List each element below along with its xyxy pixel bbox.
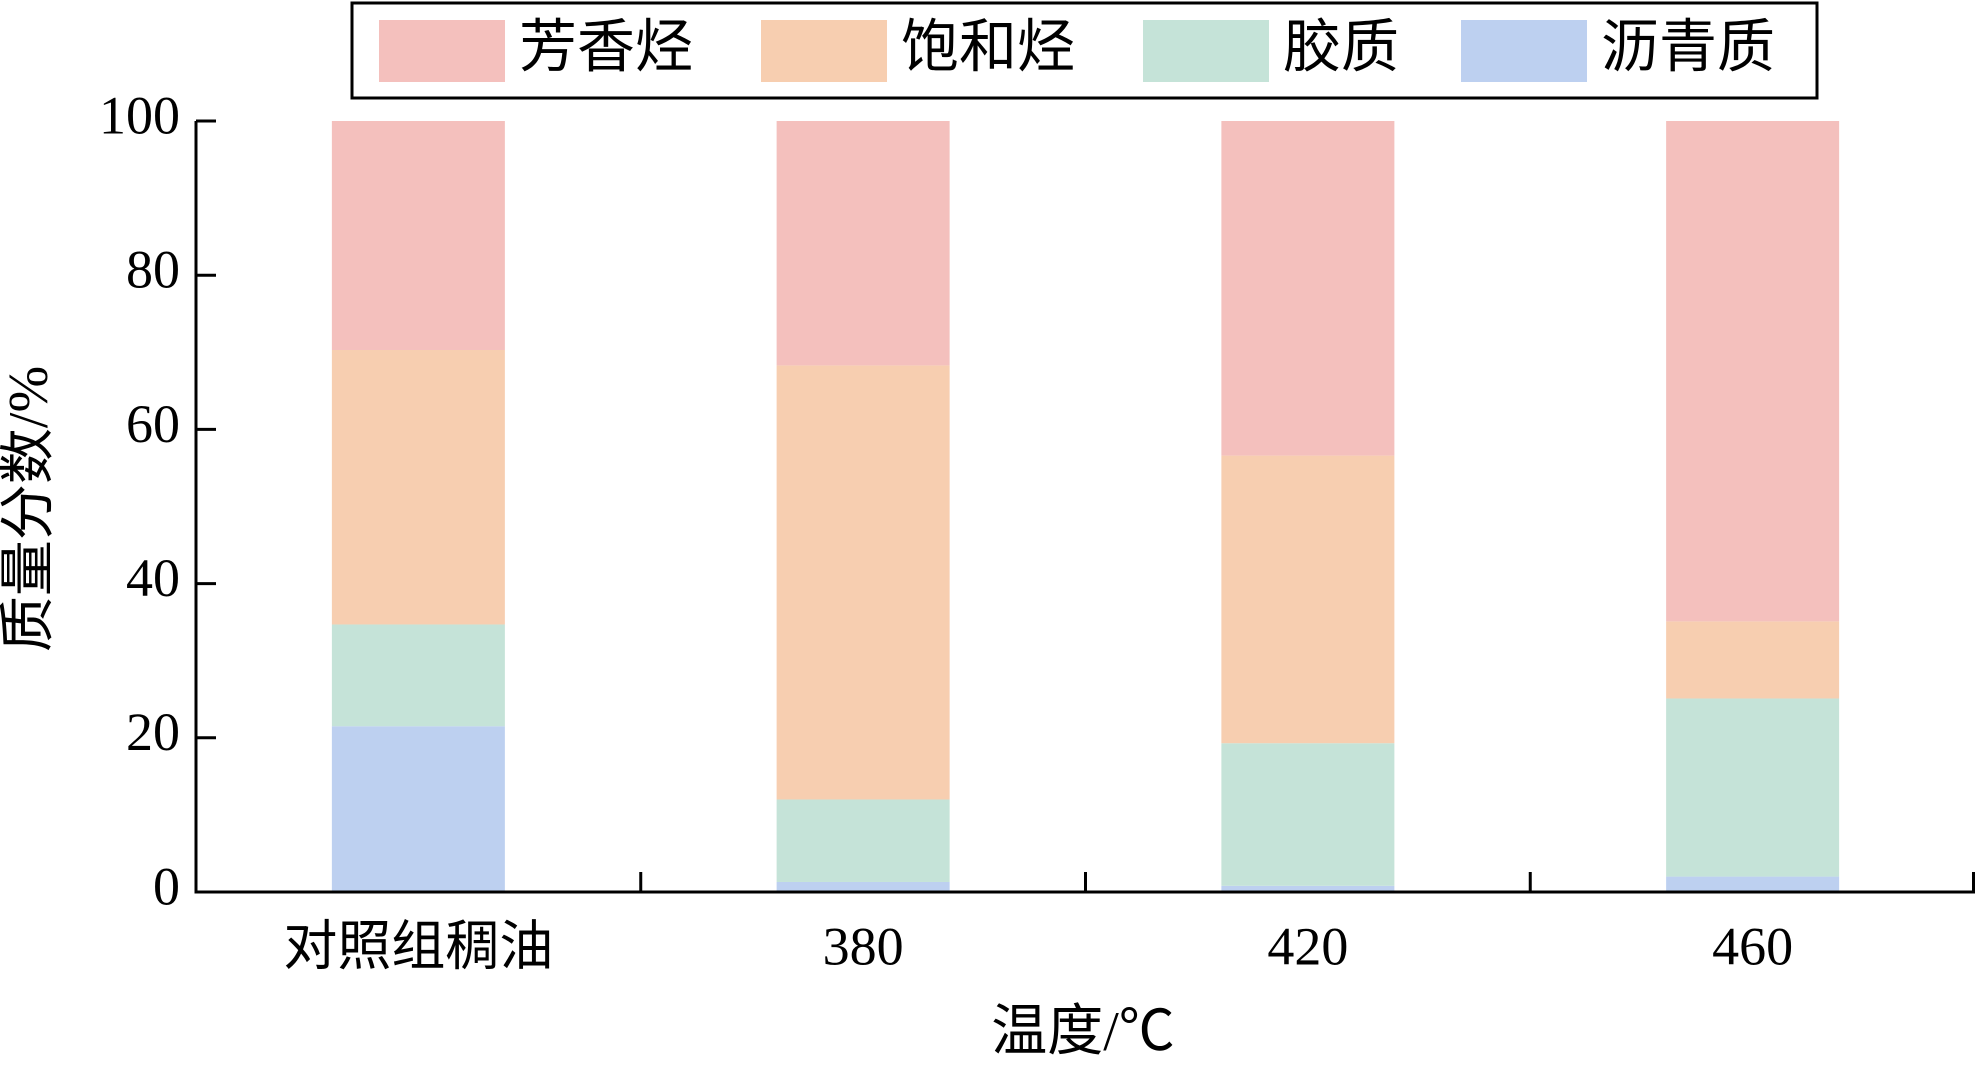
- bar-segment: [776, 881, 950, 892]
- bar-segment: [1221, 121, 1395, 456]
- y-axis-label: 质量分数/%: [0, 366, 60, 652]
- bar-segment: [776, 121, 950, 366]
- bar-segment: [331, 349, 505, 625]
- bar-segment: [1666, 876, 1840, 892]
- x-tick-label: 460: [1712, 916, 1793, 976]
- y-tick-label: 80: [126, 240, 180, 300]
- y-tick-label: 0: [153, 856, 180, 916]
- y-tick-label: 20: [126, 702, 180, 762]
- legend-swatch: [761, 20, 887, 82]
- bar-segment: [1221, 455, 1395, 744]
- bar-segment: [1221, 743, 1395, 886]
- y-tick-label: 100: [99, 85, 180, 145]
- legend-swatch: [379, 20, 505, 82]
- legend-label: 沥青质: [1601, 14, 1775, 79]
- x-axis-label: 温度/℃: [991, 1001, 1175, 1063]
- bar-segment: [331, 121, 505, 350]
- x-tick-label: 420: [1267, 916, 1348, 976]
- legend-swatch: [1461, 20, 1587, 82]
- legend-label: 饱和烃: [901, 14, 1075, 79]
- y-tick-label: 40: [126, 548, 180, 608]
- bar-segment: [1666, 698, 1840, 877]
- bar-segment: [776, 799, 950, 882]
- legend-swatch: [1143, 20, 1269, 82]
- legend-label: 芳香烃: [519, 14, 693, 79]
- x-tick-label: 380: [823, 916, 904, 976]
- bar-segment: [776, 365, 950, 800]
- bar-segment: [1666, 121, 1840, 622]
- bar-segment: [331, 726, 505, 892]
- x-tick-label: 对照组稠油: [283, 916, 553, 976]
- bar-segment: [1666, 621, 1840, 699]
- legend-label: 胶质: [1283, 14, 1399, 79]
- bar-segment: [331, 624, 505, 727]
- y-tick-label: 60: [126, 394, 180, 454]
- bar-segment: [1221, 885, 1395, 892]
